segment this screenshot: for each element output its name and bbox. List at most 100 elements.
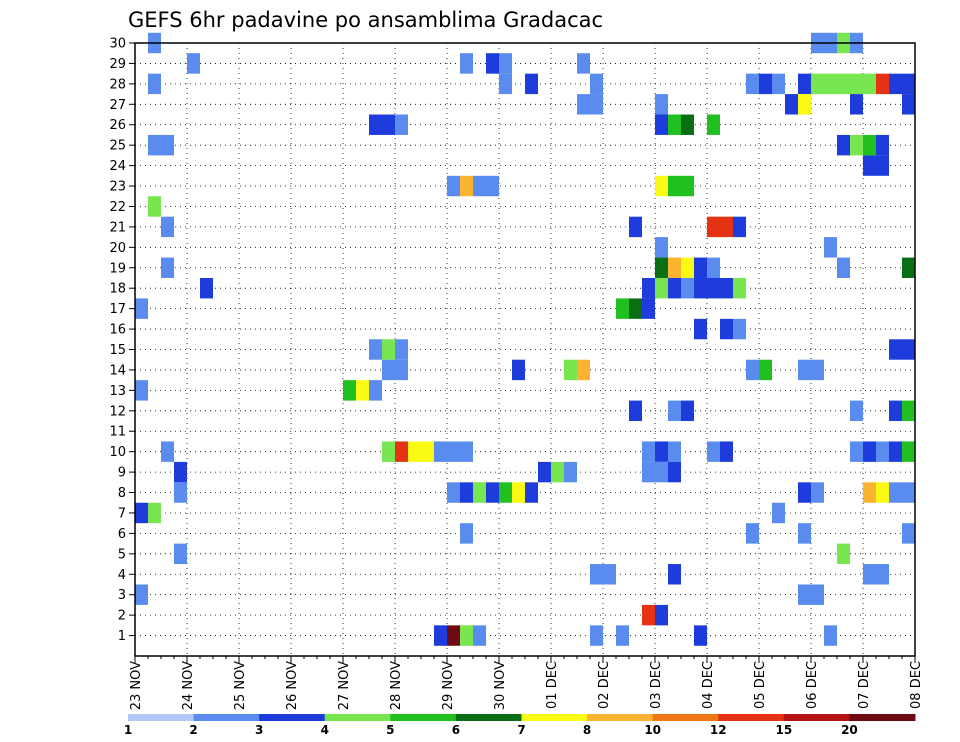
chart-title: GEFS 6hr padavine po ansamblima Gradacac (128, 8, 603, 32)
colorbar-swatch (652, 714, 719, 721)
data-cell (681, 175, 694, 197)
data-cell (629, 216, 642, 238)
y-tick-label: 29 (109, 57, 126, 72)
colorbar-label: 4 (321, 723, 329, 737)
data-cell (824, 73, 837, 95)
y-tick-label: 9 (118, 466, 126, 481)
data-cell (590, 625, 603, 646)
data-cell (811, 584, 824, 605)
data-cell (707, 441, 720, 462)
data-cell (564, 359, 577, 381)
y-tick-label: 17 (109, 302, 126, 317)
data-cell (876, 564, 889, 585)
data-cell (707, 277, 720, 299)
colorbar-swatch (128, 714, 195, 721)
data-cell (720, 277, 733, 299)
data-cell (655, 114, 668, 135)
data-cell (447, 175, 460, 197)
data-cell (850, 400, 863, 422)
y-tick-label: 15 (109, 343, 126, 358)
data-cell (876, 482, 889, 503)
y-tick-label: 12 (109, 404, 126, 419)
colorbar-label: 12 (710, 723, 727, 737)
data-cell (863, 73, 876, 95)
x-tick-label: 06 DEC (805, 661, 820, 709)
data-cell (668, 441, 681, 462)
y-tick-label: 27 (109, 98, 126, 113)
data-cell (447, 441, 460, 462)
data-cell (668, 257, 681, 278)
data-cell (889, 73, 902, 95)
data-cell (863, 155, 876, 176)
data-cell (577, 53, 590, 74)
data-cell (863, 134, 876, 156)
colorbar-swatch (521, 714, 588, 721)
data-cell (148, 502, 161, 524)
data-cell (902, 73, 915, 95)
colorbar-label: 10 (644, 723, 661, 737)
data-cell (434, 441, 447, 462)
colorbar-swatch (587, 714, 654, 721)
data-cell (798, 523, 811, 544)
data-cell (837, 543, 850, 565)
data-cell (512, 482, 525, 503)
x-tick-label: 30 NOV (493, 661, 508, 710)
data-cell (356, 380, 369, 401)
data-cell (382, 359, 395, 381)
data-cell (837, 257, 850, 278)
y-tick-label: 4 (118, 568, 126, 583)
data-cell (694, 625, 707, 646)
x-tick-label: 25 NOV (233, 661, 248, 710)
data-cell (577, 359, 590, 381)
data-cell (499, 482, 512, 503)
y-tick-label: 30 (109, 37, 126, 52)
data-cell (733, 216, 746, 238)
data-cell (460, 482, 473, 503)
data-cell (655, 257, 668, 278)
y-axis: 1234567891011121314151617181920212223242… (109, 37, 135, 644)
data-cell (161, 441, 174, 462)
data-cell (694, 257, 707, 278)
data-cell (720, 318, 733, 340)
data-cell (850, 94, 863, 115)
data-cell (824, 237, 837, 258)
data-cell (889, 441, 902, 462)
data-cell (863, 482, 876, 503)
data-cell (707, 257, 720, 278)
colorbar-swatch (193, 714, 260, 721)
y-tick-label: 25 (109, 139, 126, 154)
data-cell (902, 339, 915, 360)
data-cell (889, 400, 902, 422)
data-cell (161, 257, 174, 278)
y-tick-label: 1 (118, 629, 126, 644)
data-cell (772, 502, 785, 524)
data-cell (902, 441, 915, 462)
data-cell (759, 359, 772, 381)
y-tick-label: 21 (109, 220, 126, 235)
data-cell (668, 175, 681, 197)
data-cell (798, 94, 811, 115)
data-cell (460, 523, 473, 544)
y-tick-label: 23 (109, 180, 126, 195)
data-cell (902, 257, 915, 278)
x-tick-label: 01 DEC (545, 661, 560, 709)
data-cell (148, 196, 161, 217)
data-cell (447, 625, 460, 646)
data-cell (525, 73, 538, 95)
data-cell (811, 482, 824, 503)
data-cell (707, 114, 720, 135)
data-cell (135, 298, 148, 319)
x-tick-label: 08 DEC (909, 661, 924, 709)
data-cell (759, 73, 772, 95)
x-tick-label: 29 NOV (441, 661, 456, 710)
data-cell (447, 482, 460, 503)
data-cell (148, 134, 161, 156)
data-cell (655, 94, 668, 115)
data-cell (382, 441, 395, 462)
y-tick-label: 11 (109, 425, 126, 440)
data-cell (798, 482, 811, 503)
data-cell (876, 73, 889, 95)
data-cell (486, 175, 499, 197)
y-tick-label: 8 (118, 486, 126, 501)
